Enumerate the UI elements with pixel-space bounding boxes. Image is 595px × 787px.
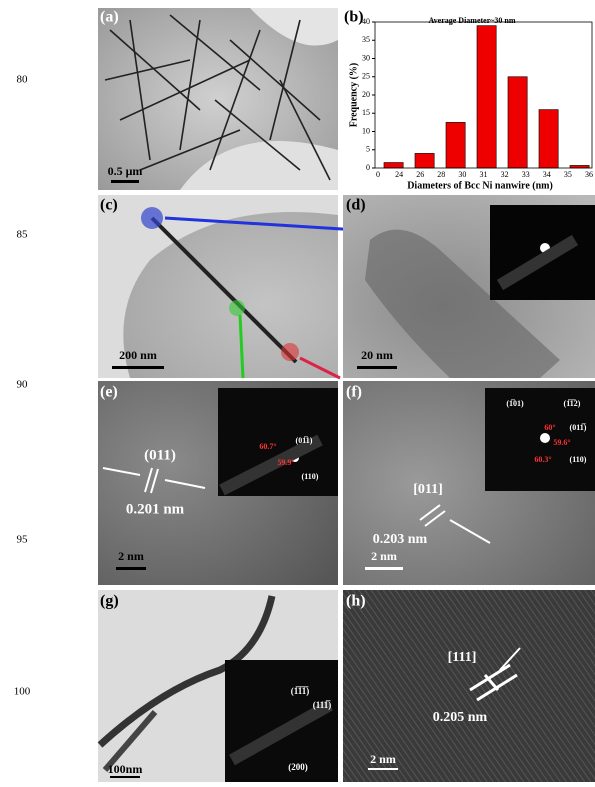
annotation: 0.201 nm (126, 501, 185, 517)
annotation: 59.6° (553, 438, 570, 447)
annotation: (200) (288, 762, 308, 772)
scale-bar-label: 2 nm (370, 752, 396, 766)
x-tick-label: 31 (480, 170, 488, 179)
chart-title: Average Diameter~30 nm (428, 16, 515, 25)
y-tick-label: 5 (366, 145, 370, 154)
bar (384, 163, 403, 168)
annotation: (1̅01) (506, 399, 524, 408)
body: { "line_numbers": ["80", "85", "90", "95… (0, 0, 595, 782)
annotation: (110) (302, 472, 319, 481)
x-tick-label: 34 (543, 170, 551, 179)
annotation: 60.3° (534, 455, 551, 464)
y-tick-label: 20 (362, 90, 370, 99)
line-number: 100 (14, 686, 31, 698)
x-axis-label: Diameters of Bcc Ni nanwire (nm) (407, 180, 553, 191)
y-tick-label: 40 (362, 17, 370, 26)
scale-bar-label: 20 nm (361, 348, 393, 362)
panel-label: (g) (100, 593, 119, 610)
x-tick-label: 28 (437, 170, 445, 179)
panel-label: (f) (346, 384, 362, 401)
line-number: 90 (17, 379, 29, 391)
panel-label: (e) (100, 384, 118, 401)
y-tick-label: 0 (366, 163, 370, 172)
annotation: 0.203 nm (373, 532, 428, 547)
line-number: 95 (17, 534, 29, 546)
x-tick-label: 36 (585, 170, 593, 179)
page: Figure body { margin: 0; width: 595px; h… (0, 0, 595, 782)
panel-label: (b) (344, 9, 364, 26)
annotation: 60° (544, 423, 555, 432)
y-tick-label: 10 (362, 126, 370, 135)
annotation: (110) (570, 455, 587, 464)
annotation: [011] (413, 482, 443, 497)
panel-label: (d) (346, 197, 366, 214)
panel-label: (a) (100, 9, 119, 26)
annotation: 0.205 nm (433, 710, 488, 725)
x-tick-label: 32 (501, 170, 509, 179)
x-tick-label: 30 (458, 170, 466, 179)
line-number: 80 (17, 74, 29, 86)
x-tick-label: 0 (376, 170, 380, 179)
bar (446, 122, 465, 168)
annotation: (1̅1̅1̅) (291, 686, 310, 696)
line-number: 85 (17, 229, 29, 241)
bar (415, 153, 434, 168)
annotation: 60.7° (259, 442, 276, 451)
bar (508, 77, 527, 168)
y-tick-label: 35 (362, 35, 370, 44)
scale-bar-label: 2 nm (371, 549, 397, 563)
panel-label: (h) (346, 593, 366, 610)
x-tick-label: 24 (395, 170, 403, 179)
x-tick-label: 33 (522, 170, 530, 179)
scale-bar-label: 200 nm (119, 348, 157, 362)
annotation: [111] (448, 650, 477, 665)
scale-bar-label: 100nm (108, 762, 143, 776)
annotation: (1̅1̅2) (564, 399, 581, 408)
scale-bar-label: 0.5 μm (108, 164, 143, 178)
y-axis-label: Frequency (%) (348, 63, 359, 128)
bar (539, 110, 558, 168)
annotation: (111̅) (313, 700, 332, 710)
y-tick-label: 25 (362, 72, 370, 81)
micrograph-a (98, 8, 338, 190)
bar (477, 26, 496, 168)
figure: 80859095100(a)0.5 μm(c)200 nm(d)20 nm(e)… (0, 0, 595, 782)
x-tick-label: 26 (416, 170, 424, 179)
annotation: (011̅) (570, 423, 587, 432)
panel-label: (c) (100, 197, 118, 214)
annotation: (011) (144, 447, 176, 463)
annotation: 59.9° (277, 458, 294, 467)
y-tick-label: 30 (362, 53, 370, 62)
x-tick-label: 35 (564, 170, 572, 179)
scale-bar-label: 2 nm (118, 549, 144, 563)
annotation: (01̅1) (296, 436, 313, 445)
y-tick-label: 15 (362, 108, 370, 117)
